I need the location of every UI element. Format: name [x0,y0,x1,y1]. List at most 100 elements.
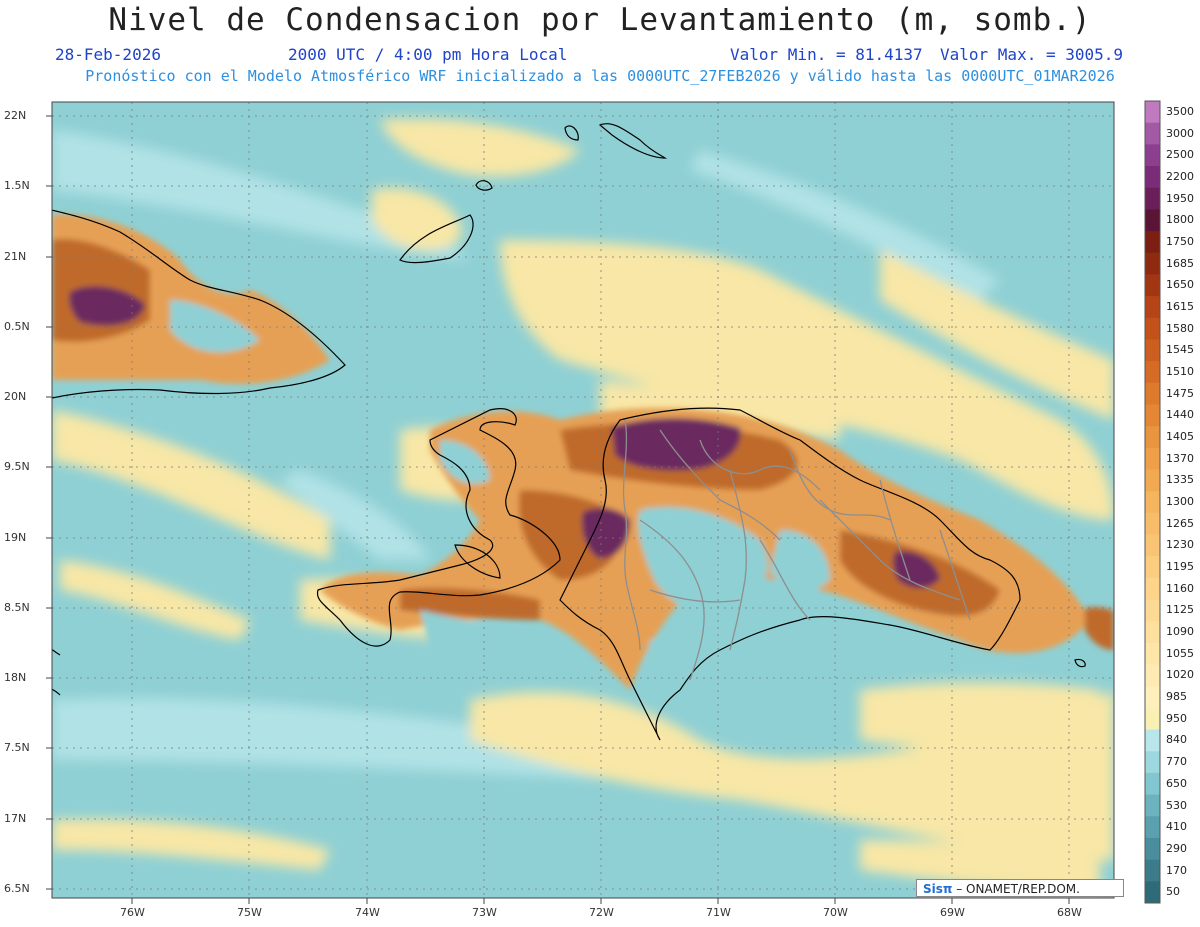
lat-label: 22N [4,109,27,122]
axis-ticks [46,115,1070,904]
colorbar-swatch [1145,101,1160,124]
colorbar-label: 1510 [1166,364,1194,378]
lon-label: 71W [706,906,731,919]
lat-label: 20N [4,390,27,403]
lat-label: 0.5N [4,320,30,333]
colorbar-label: 1685 [1166,256,1194,270]
colorbar-label: 1335 [1166,473,1194,487]
colorbar-label: 1650 [1166,278,1194,292]
colorbar-swatch [1145,772,1160,796]
lon-label: 75W [237,906,262,919]
colorbar-label: 1440 [1166,408,1194,422]
colorbar-swatch [1145,621,1160,644]
colorbar-swatch [1145,187,1160,210]
colorbar-swatch [1145,794,1160,817]
sispi-logo: Sisπ [923,882,953,896]
colorbar-swatch [1145,664,1160,687]
min-value: Valor Min. = 81.4137 [730,45,923,64]
colorbar-swatch [1145,447,1160,470]
grid-lines [52,102,1114,898]
colorbar-label: 770 [1166,755,1187,769]
colorbar-label: 1475 [1166,386,1194,400]
colorbar-label: 840 [1166,733,1187,747]
lon-label: 76W [120,906,145,919]
plot-frame [51,101,1115,899]
colorbar-label: 1160 [1166,581,1194,595]
colorbar-label: 1055 [1166,646,1194,660]
colorbar-swatch [1145,707,1160,731]
lat-label: 17N [4,812,27,825]
colorbar-swatch [1145,534,1160,557]
colorbar-label: 1195 [1166,560,1194,573]
colorbar-swatch [1145,231,1160,254]
colorbar-swatch [1145,404,1160,427]
colorbar-label: 985 [1166,690,1187,704]
colorbar-label: 1370 [1166,451,1194,465]
lat-label: 7.5N [4,741,30,754]
lon-label: 72W [589,906,614,919]
colorbar-label: 530 [1166,798,1187,812]
colorbar-swatch [1145,361,1160,384]
lon-label: 70W [823,906,848,919]
colorbar [1144,100,1161,904]
lcl-field [52,102,1114,898]
lon-label: 68W [1057,906,1082,919]
forecast-time: 2000 UTC / 4:00 pm Hora Local [288,45,568,64]
colorbar-label: 1615 [1166,299,1194,313]
colorbar-swatch [1145,491,1160,514]
colorbar-swatch [1145,339,1160,362]
colorbar-label: 170 [1166,863,1187,877]
colorbar-swatch [1145,642,1160,666]
colorbar-label: 1020 [1166,668,1194,682]
lat-label: 21N [4,250,27,263]
colorbar-label: 1230 [1166,538,1194,552]
credit-box: Sisπ – ONAMET/REP.DOM. [916,879,1124,897]
colorbar-label: 1125 [1166,603,1194,617]
colorbar-label: 3500 [1166,104,1194,118]
lat-label: 9.5N [4,460,30,473]
colorbar-swatch [1145,837,1160,861]
colorbar-swatch [1145,382,1160,405]
colorbar-swatch [1145,296,1160,319]
colorbar-label: 1580 [1166,321,1194,335]
colorbar-swatch [1145,122,1160,145]
lat-label: 19N [4,531,27,544]
colorbar-swatch [1145,317,1160,340]
colorbar-swatch [1145,252,1160,275]
lon-label: 74W [355,906,380,919]
colorbar-label: 1090 [1166,625,1194,639]
colorbar-swatch [1145,469,1160,492]
colorbar-swatch [1145,166,1160,189]
colorbar-label: 290 [1166,841,1187,855]
lon-label: 69W [940,906,965,919]
forecast-date: 28-Feb-2026 [55,45,161,64]
colorbar-swatch [1145,599,1160,622]
lon-label: 73W [472,906,497,919]
colorbar-label: 1265 [1166,516,1194,530]
lat-label: 1.5N [4,179,30,192]
colorbar-swatch [1145,274,1160,297]
colorbar-label: 2200 [1166,169,1194,183]
colorbar-swatch [1145,881,1160,904]
colorbar-label: 1950 [1166,191,1194,205]
colorbar-label: 950 [1166,711,1187,725]
map-title: Nivel de Condensacion por Levantamiento … [108,2,1092,38]
province-borders [622,419,971,681]
lat-label: 6.5N [4,882,30,895]
max-value: Valor Max. = 3005.9 [940,45,1124,64]
colorbar-label: 50 [1166,885,1180,899]
colorbar-frame [1144,100,1161,904]
colorbar-label: 650 [1166,776,1187,790]
colorbar-label: 410 [1166,820,1187,834]
colorbar-swatch [1145,729,1160,752]
colorbar-label: 3000 [1166,126,1194,140]
colorbar-swatch [1145,577,1160,601]
lat-label: 18N [4,671,27,684]
colorbar-label: 1750 [1166,234,1194,248]
colorbar-label: 1800 [1166,213,1194,227]
colorbar-label: 1545 [1166,343,1194,357]
colorbar-swatch [1145,816,1160,839]
credit-text: – ONAMET/REP.DOM. [956,882,1080,896]
colorbar-swatch [1145,209,1160,232]
